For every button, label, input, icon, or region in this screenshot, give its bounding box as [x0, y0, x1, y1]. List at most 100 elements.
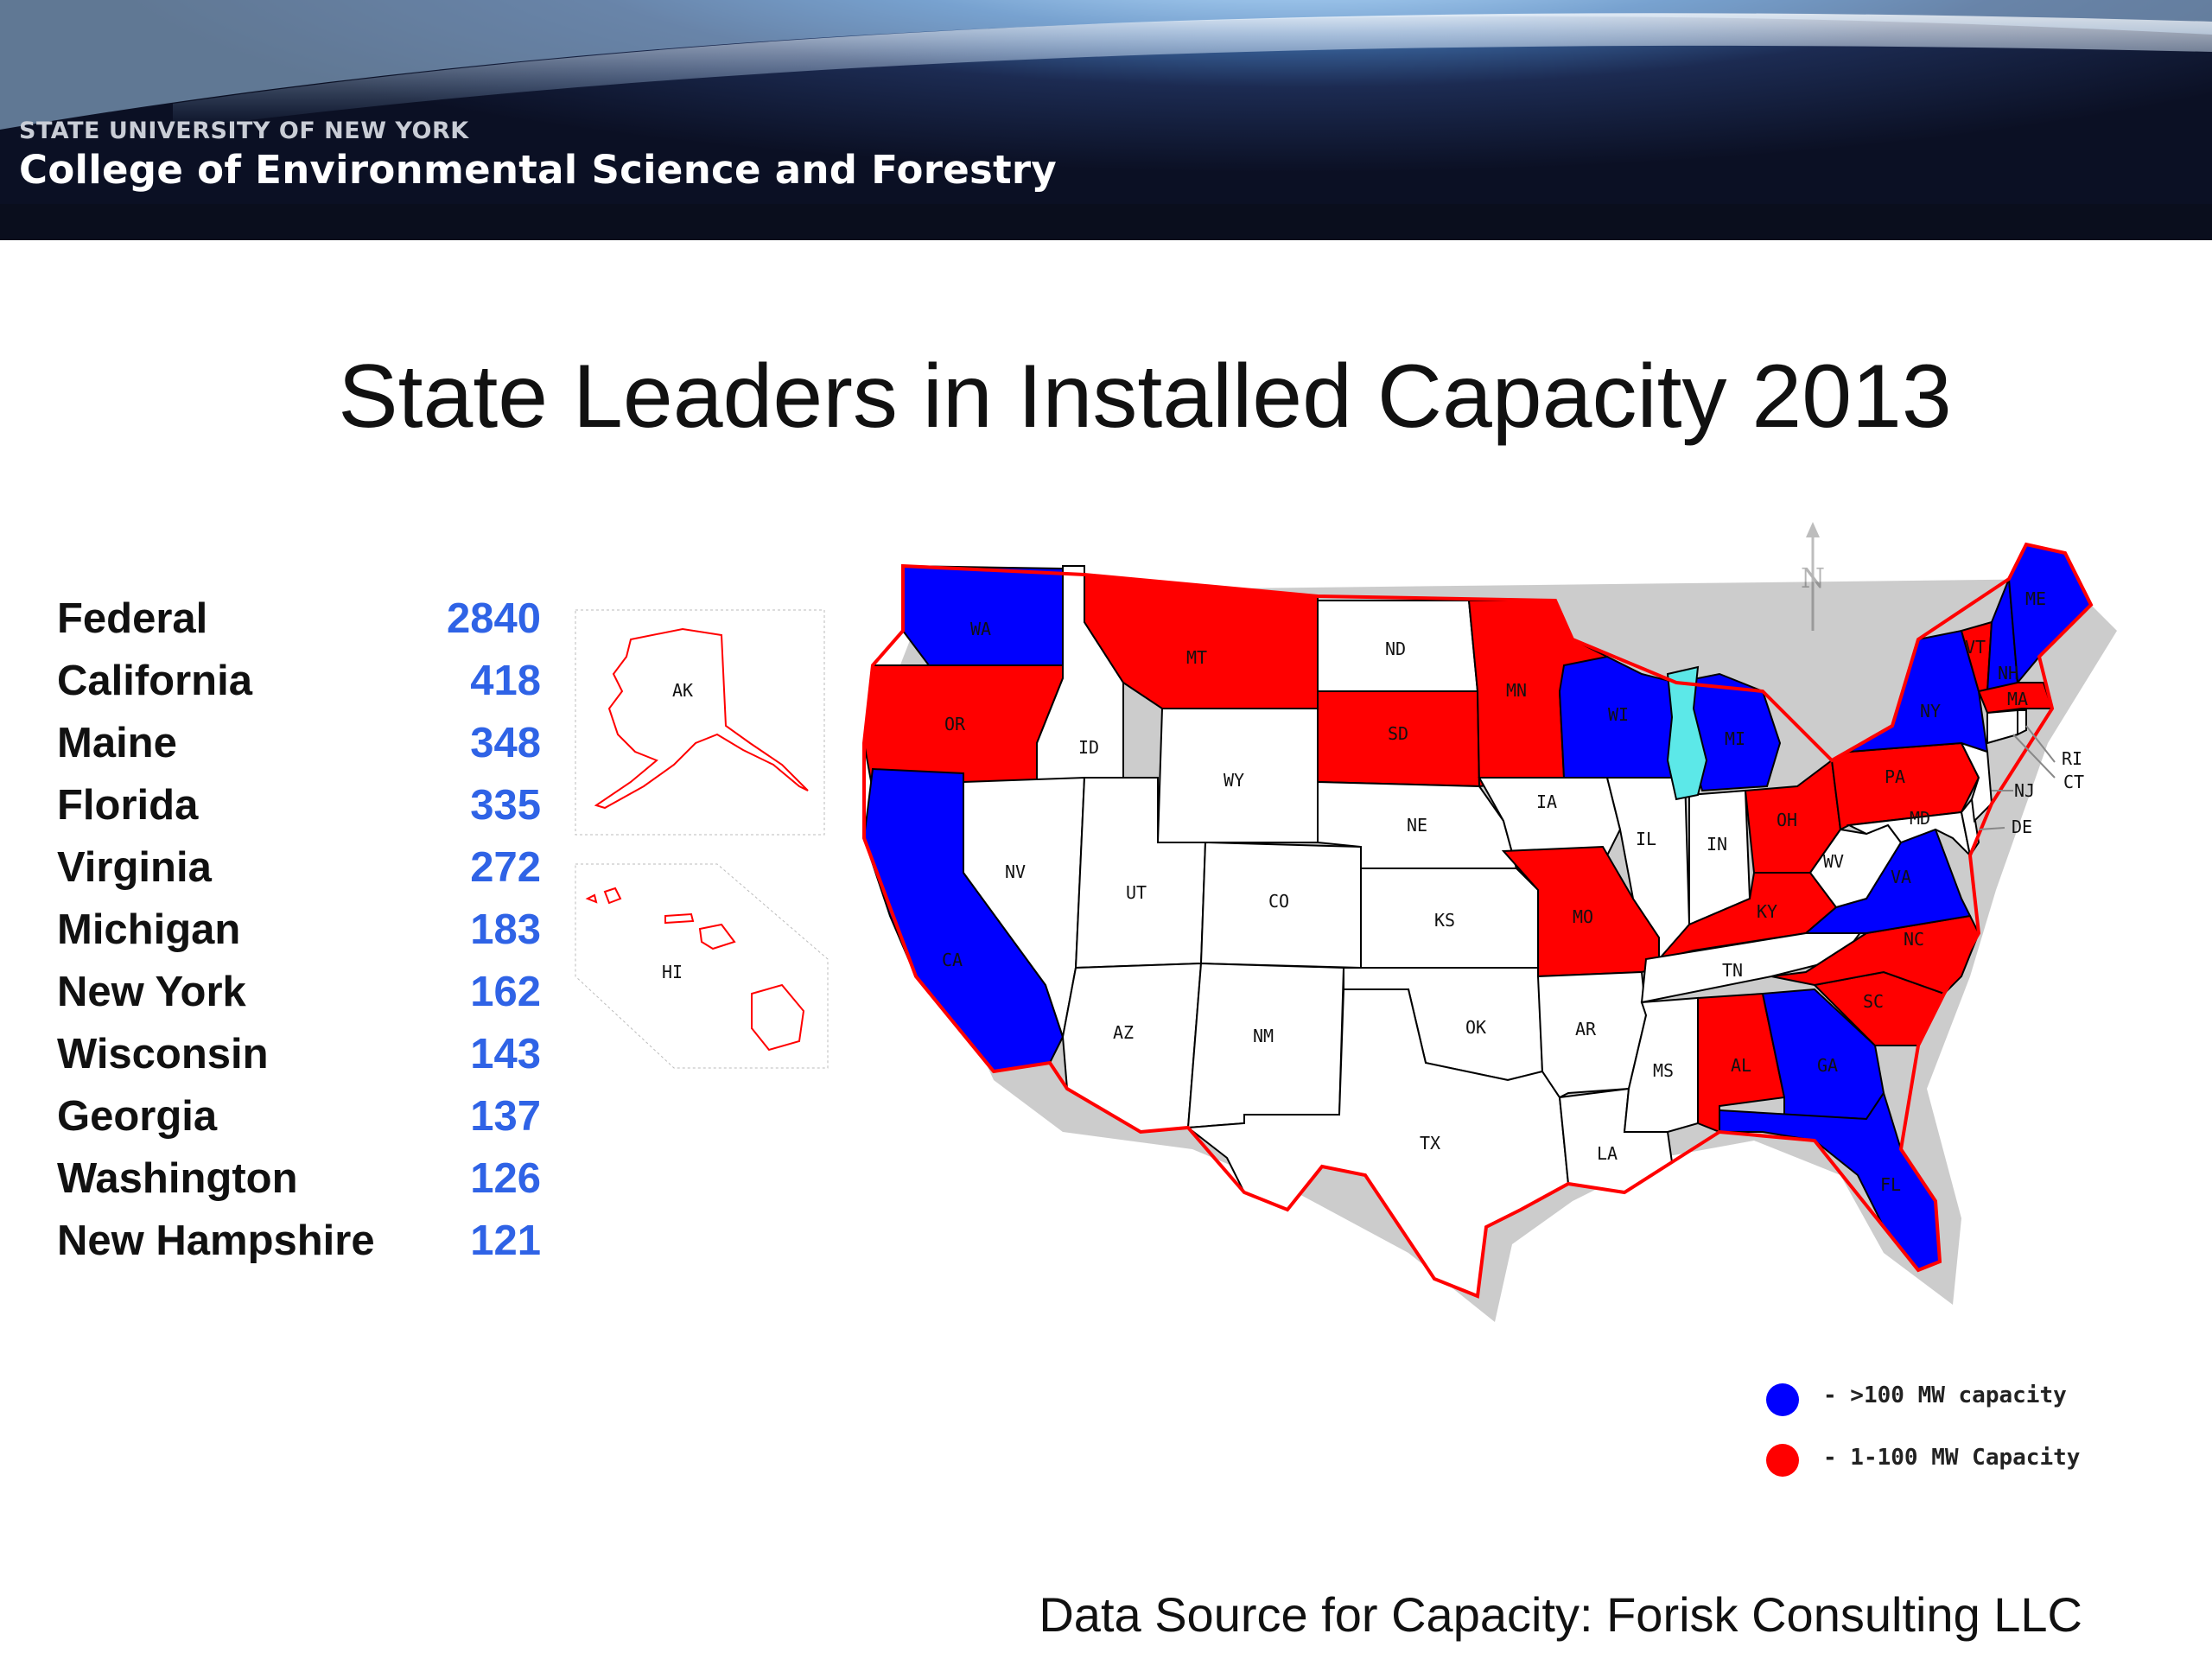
state-label: OH	[1777, 810, 1797, 830]
state-name: New Hampshire	[57, 1217, 375, 1264]
state-label: LA	[1597, 1143, 1618, 1164]
data-source-note: Data Source for Capacity: Forisk Consult…	[1039, 1587, 2082, 1642]
state-label: KY	[1757, 901, 1777, 922]
list-item: Virginia 272	[57, 843, 541, 906]
state-label: OK	[1465, 1017, 1486, 1038]
state-name: Washington	[57, 1155, 298, 1202]
header-banner: STATE UNIVERSITY OF NEW YORK College of …	[0, 0, 2212, 240]
state-label: MT	[1186, 647, 1207, 668]
institution-subtitle: STATE UNIVERSITY OF NEW YORK	[19, 118, 469, 144]
state-label: TX	[1420, 1133, 1440, 1154]
legend-label-high: - >100 MW capacity	[1823, 1382, 2067, 1408]
state-name: California	[57, 658, 252, 704]
state-name: Virginia	[57, 844, 212, 891]
state-label: OR	[944, 714, 966, 734]
state-label: NH	[1998, 663, 2018, 683]
state-label: GA	[1817, 1055, 1838, 1076]
state-label: NE	[1407, 815, 1427, 836]
legend-swatch-high	[1766, 1383, 1799, 1416]
alaska-inset: AK	[575, 609, 825, 836]
map-outline	[862, 542, 2094, 1299]
state-name: Federal	[57, 595, 208, 642]
capacity-value: 2840	[446, 595, 541, 642]
state-HI-oahu	[603, 887, 622, 905]
state-label: SD	[1388, 723, 1408, 744]
state-label: ME	[2025, 588, 2046, 609]
state-HI-molokai	[664, 912, 695, 925]
capacity-value: 272	[470, 844, 541, 891]
lake-michigan	[1666, 665, 1708, 801]
compass-icon: N	[1801, 522, 1825, 631]
state-label: CO	[1268, 891, 1289, 912]
state-label: NJ	[2014, 780, 2035, 801]
state-label: TN	[1722, 960, 1743, 981]
state-label: NV	[1005, 861, 1026, 882]
conus-states	[862, 543, 2093, 1298]
hawaii-inset: HI	[575, 863, 829, 1069]
state-label: KS	[1434, 910, 1455, 931]
state-label: MS	[1653, 1060, 1674, 1081]
banner-earth-horizon	[0, 0, 2212, 240]
state-label: CT	[2063, 772, 2084, 792]
state-HI-maui	[698, 923, 736, 950]
state-label: VA	[1891, 867, 1911, 887]
list-item: Wisconsin 143	[57, 1030, 541, 1092]
legend-swatch-mid	[1766, 1444, 1799, 1477]
state-RI	[2017, 709, 2027, 736]
state-AR	[1536, 970, 1648, 1099]
list-item: Maine 348	[57, 719, 541, 781]
state-name: Georgia	[57, 1093, 218, 1140]
list-item: Georgia 137	[57, 1092, 541, 1154]
state-label: AL	[1731, 1055, 1751, 1076]
institution-name: College of Environmental Science and For…	[19, 147, 1058, 193]
state-label: FL	[1880, 1174, 1901, 1195]
state-label: ND	[1385, 639, 1406, 659]
state-HI-kauai	[585, 893, 598, 904]
state-label: ID	[1078, 737, 1099, 758]
capacity-value: 418	[470, 658, 541, 704]
list-item: New Hampshire 121	[57, 1217, 541, 1279]
list-item: Washington 126	[57, 1154, 541, 1217]
slide-title: State Leaders in Installed Capacity 2013	[338, 346, 1952, 447]
list-item: New York 162	[57, 968, 541, 1030]
capacity-value: 143	[470, 1031, 541, 1077]
state-label: SC	[1863, 991, 1884, 1012]
state-label: IN	[1707, 834, 1727, 855]
capacity-value: 162	[470, 969, 541, 1015]
capacity-value: 126	[470, 1155, 541, 1202]
state-label: NY	[1920, 701, 1941, 721]
capacity-value: 335	[470, 782, 541, 829]
state-name: Maine	[57, 720, 177, 766]
state-name: New York	[57, 969, 246, 1015]
state-label: HI	[662, 962, 683, 982]
state-label: WI	[1608, 704, 1629, 725]
state-label: WA	[970, 619, 991, 639]
state-label: DE	[2012, 817, 2032, 837]
compass-label: N	[1801, 562, 1825, 594]
state-label: MO	[1573, 906, 1593, 927]
state-label: WV	[1823, 851, 1844, 872]
state-label: IL	[1636, 829, 1656, 849]
list-item: Florida 335	[57, 781, 541, 843]
leader-list: Federal 2840 California 418 Maine 348 Flori…	[57, 594, 541, 1279]
state-label: VT	[1965, 637, 1986, 658]
list-item: Federal 2840	[57, 594, 541, 657]
state-name: Michigan	[57, 906, 241, 953]
state-label: RI	[2062, 748, 2082, 769]
list-item: California 418	[57, 657, 541, 719]
map-legend: - >100 MW capacity - 1-100 MW Capacity	[1766, 1382, 2080, 1477]
state-label: WY	[1224, 770, 1244, 791]
state-WA	[902, 564, 1064, 666]
state-label: NM	[1253, 1026, 1274, 1046]
state-label: MN	[1506, 680, 1527, 701]
state-AK	[594, 627, 809, 810]
state-name: Wisconsin	[57, 1031, 269, 1077]
capacity-value: 121	[470, 1217, 541, 1264]
state-label: MD	[1910, 808, 1930, 829]
state-label: CA	[942, 950, 963, 970]
state-HI-big	[751, 983, 805, 1052]
capacity-value: 183	[470, 906, 541, 953]
state-label: UT	[1126, 882, 1147, 903]
state-label: AR	[1575, 1019, 1597, 1039]
